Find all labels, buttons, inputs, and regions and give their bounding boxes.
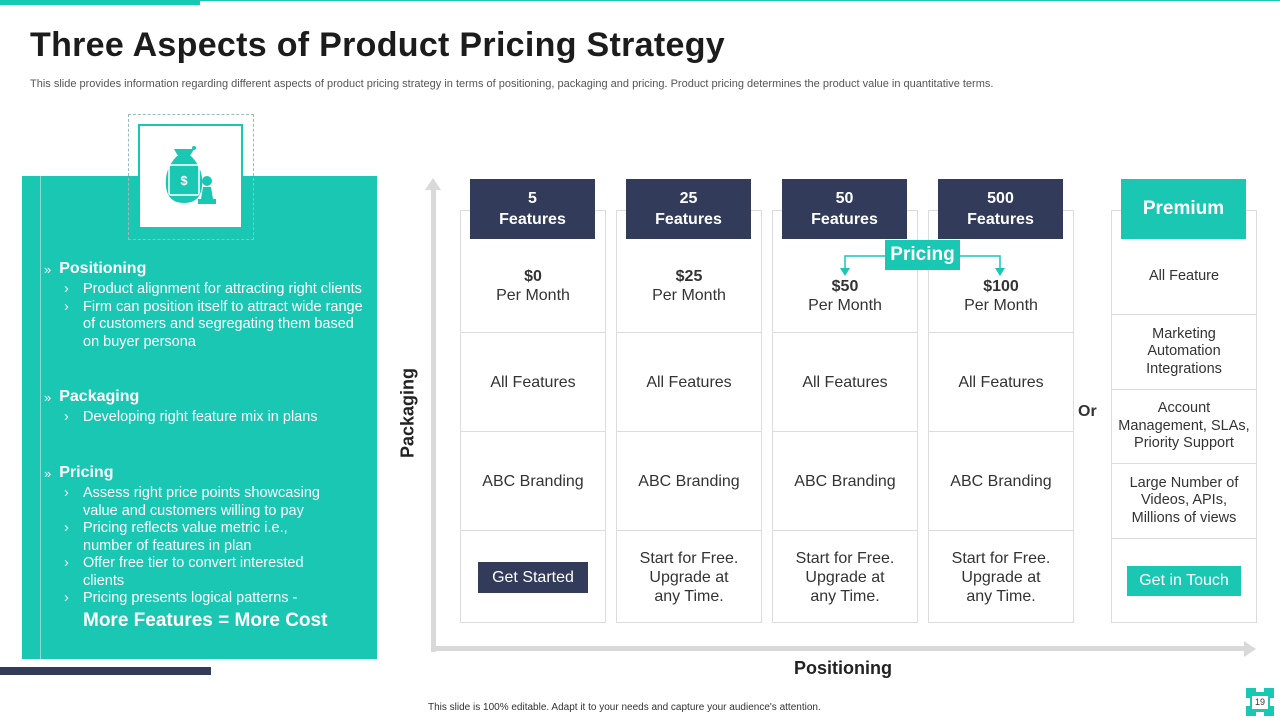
features-cell: All Features <box>617 332 761 431</box>
plan-price: $100 <box>983 277 1019 295</box>
plan-count: 50 <box>835 190 854 207</box>
premium-item: Account Management, SLAs, Priority Suppo… <box>1112 389 1256 463</box>
bullet-item: Assess right price points showcasing val… <box>64 485 334 520</box>
plan-column: $50 Per Month All Features ABC Branding S… <box>772 210 918 623</box>
plan-unit: Features <box>967 211 1034 228</box>
features-cell: All Features <box>773 332 917 431</box>
cta-line: any Time. <box>966 587 1036 605</box>
plan-column: $25 Per Month All Features ABC Branding S… <box>616 210 762 623</box>
bullet-item: Product alignment for attracting right c… <box>64 281 370 299</box>
plan-period: Per Month <box>964 296 1038 314</box>
pricing-badge: Pricing <box>885 240 960 270</box>
plan-price: $50 <box>831 277 859 295</box>
premium-header: Premium <box>1121 179 1246 239</box>
plan-price: $25 <box>675 268 703 285</box>
bullet-text: Pricing presents logical patterns - <box>83 590 298 606</box>
plan-unit: Features <box>811 211 878 228</box>
plan-count: 25 <box>679 190 698 207</box>
cta-line: Upgrade at <box>805 568 885 586</box>
plan-unit: Features <box>655 211 722 228</box>
up-arrow-icon <box>425 178 441 190</box>
features-cell: All Features <box>929 332 1073 431</box>
plan-column: $100 Per Month All Features ABC Branding … <box>928 210 1074 623</box>
plan-header: 5 Features <box>470 179 595 239</box>
right-arrow-icon <box>1244 641 1256 657</box>
top-accent-line <box>200 0 1280 1</box>
bullet-item: Developing right feature mix in plans <box>64 409 370 427</box>
branding-cell: ABC Branding <box>929 431 1073 530</box>
section-heading: Positioning <box>59 260 147 277</box>
cta-line: Upgrade at <box>961 568 1041 586</box>
section-positioning: » Positioning Product alignment for attra… <box>44 260 370 351</box>
or-label: Or <box>1078 403 1097 420</box>
premium-item: Marketing Automation Integrations <box>1112 314 1256 389</box>
plan-count: 500 <box>987 190 1014 207</box>
branding-cell: ABC Branding <box>617 431 761 530</box>
cta-line: Upgrade at <box>649 568 729 586</box>
branding-cell: ABC Branding <box>773 431 917 530</box>
cta-cell: Start for Free. Upgrade at any Time. <box>617 530 761 623</box>
premium-column: All Feature Marketing Automation Integra… <box>1111 210 1257 623</box>
bullet-item: Firm can position itself to attract wide… <box>64 299 370 352</box>
cta-line: Start for Free. <box>639 549 739 567</box>
footer-note: This slide is 100% editable. Adapt it to… <box>428 702 821 713</box>
slide-subtitle: This slide provides information regardin… <box>30 78 994 90</box>
get-started-button[interactable]: Get Started <box>478 561 588 593</box>
features-cell: All Features <box>461 332 605 431</box>
cta-cell: Start for Free. Upgrade at any Time. <box>773 530 917 623</box>
svg-text:$: $ <box>180 173 188 188</box>
premium-item: All Feature <box>1148 268 1220 285</box>
x-axis-label: Positioning <box>794 658 892 678</box>
double-chevron-icon: » <box>44 261 52 277</box>
bullet-item: Pricing reflects value metric i.e., numb… <box>64 520 334 555</box>
plan-header: 25 Features <box>626 179 751 239</box>
get-in-touch-button[interactable]: Get in Touch <box>1127 566 1241 596</box>
cta-line: Start for Free. <box>951 549 1051 567</box>
cta-line: any Time. <box>810 587 880 605</box>
plan-unit: Features <box>499 211 566 228</box>
panel-edge-line <box>40 176 41 659</box>
money-bag-chess-pawn-icon: $ <box>138 124 243 229</box>
packaging-axis <box>431 186 436 652</box>
branding-cell: ABC Branding <box>461 431 605 530</box>
price-cell: $100 Per Month <box>929 259 1073 332</box>
plan-period: Per Month <box>496 287 570 304</box>
icon-frame <box>128 114 254 240</box>
page-number: 19 <box>1252 696 1268 709</box>
cta-cell: Start for Free. Upgrade at any Time. <box>929 530 1073 623</box>
highlight-text: More Features = More Cost <box>83 609 328 631</box>
double-chevron-icon: » <box>44 465 52 481</box>
plan-period: Per Month <box>652 287 726 304</box>
positioning-axis <box>431 646 1245 651</box>
top-accent-bar <box>0 0 200 5</box>
plan-header: 500 Features <box>938 179 1063 239</box>
plan-count: 5 <box>528 190 537 207</box>
bottom-accent-bar <box>0 667 211 675</box>
plan-period: Per Month <box>808 296 882 314</box>
price-cell: $0 Per Month <box>461 240 605 332</box>
cta-cell: Get Started <box>461 530 605 623</box>
cta-line: Start for Free. <box>795 549 895 567</box>
bullet-item: Pricing presents logical patterns - More … <box>64 590 334 632</box>
y-axis-label: Packaging <box>397 367 418 459</box>
plan-column: $0 Per Month All Features ABC Branding Ge… <box>460 210 606 623</box>
price-cell: $50 Per Month <box>773 259 917 332</box>
section-heading: Packaging <box>59 388 140 405</box>
cta-line: any Time. <box>654 587 724 605</box>
section-packaging: » Packaging Developing right feature mix … <box>44 388 370 427</box>
double-chevron-icon: » <box>44 389 52 405</box>
section-heading: Pricing <box>59 464 114 481</box>
slide-title: Three Aspects of Product Pricing Strateg… <box>30 26 725 64</box>
premium-item: Large Number of Videos, APIs, Millions o… <box>1112 463 1256 538</box>
cta-cell: Get in Touch <box>1112 538 1256 623</box>
section-pricing: » Pricing Assess right price points showc… <box>44 464 334 632</box>
plan-price: $0 <box>524 268 542 285</box>
bullet-item: Offer free tier to convert interested cl… <box>64 555 334 590</box>
price-cell: $25 Per Month <box>617 240 761 332</box>
plan-header: 50 Features <box>782 179 907 239</box>
